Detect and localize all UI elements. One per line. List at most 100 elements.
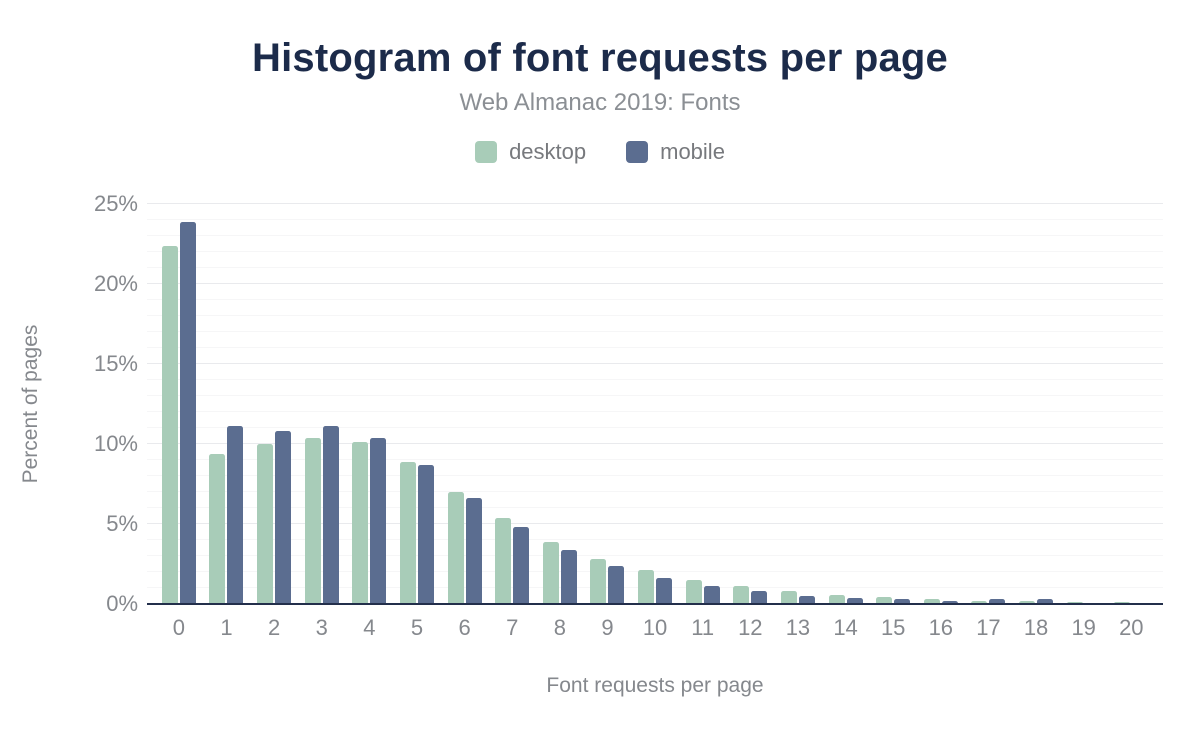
- bar-group: 10: [631, 204, 679, 640]
- bar-mobile-11[interactable]: [703, 586, 720, 604]
- gridline-minor: [147, 267, 1163, 268]
- gridline-minor: [147, 235, 1163, 236]
- bar-mobile-0[interactable]: [179, 221, 196, 604]
- bar-desktop-1[interactable]: [209, 453, 226, 604]
- bar-desktop-14[interactable]: [828, 595, 845, 604]
- y-tick-label: 20%: [93, 271, 138, 296]
- x-tick-label: 1: [220, 615, 233, 640]
- x-tick-label: 6: [458, 615, 471, 640]
- legend-item-desktop[interactable]: desktop: [475, 139, 586, 165]
- bar-group: 17: [965, 204, 1013, 640]
- x-tick-label: 8: [553, 615, 566, 640]
- bar-group: 8: [536, 204, 584, 640]
- chart-title: Histogram of font requests per page: [252, 36, 948, 80]
- bar-desktop-6[interactable]: [447, 492, 464, 604]
- x-tick-label: 2: [267, 615, 281, 640]
- gridline-minor: [147, 251, 1163, 252]
- x-tick-label: 19: [1071, 615, 1096, 640]
- x-tick-label: 15: [880, 615, 906, 640]
- gridline-minor: [147, 507, 1163, 508]
- bar-mobile-3[interactable]: [322, 426, 339, 604]
- bar-mobile-10[interactable]: [656, 578, 673, 604]
- bar-desktop-5[interactable]: [399, 461, 416, 604]
- bar-mobile-1[interactable]: [227, 426, 244, 604]
- bar-desktop-9[interactable]: [590, 559, 607, 604]
- bar-group: 18: [1012, 204, 1060, 640]
- gridline-minor: [147, 395, 1163, 396]
- gridline-major: [147, 363, 1163, 364]
- bar-group: 7: [488, 204, 536, 640]
- gridline-major: [147, 203, 1163, 204]
- gridline-minor: [147, 331, 1163, 332]
- legend-label-desktop: desktop: [509, 139, 587, 164]
- legend-item-mobile[interactable]: mobile: [626, 139, 725, 165]
- x-tick-label: 0: [172, 615, 185, 640]
- y-tick-label: 5%: [106, 511, 138, 536]
- bar-group: 16: [917, 204, 965, 640]
- bar-desktop-2[interactable]: [257, 444, 274, 604]
- bar-group: 12: [727, 204, 775, 640]
- bar-mobile-17[interactable]: [989, 599, 1006, 604]
- bar-group: 9: [584, 204, 632, 640]
- gridline-minor: [147, 459, 1163, 460]
- bar-group: 11: [679, 204, 727, 640]
- gridline-major: [147, 283, 1163, 284]
- bar-desktop-3[interactable]: [304, 437, 321, 604]
- bar-desktop-7[interactable]: [495, 517, 512, 604]
- bar-group: 6: [441, 204, 489, 640]
- bar-desktop-18[interactable]: [1019, 600, 1036, 604]
- bar-group: 0: [155, 204, 203, 640]
- gridline-major: [147, 523, 1163, 524]
- bar-mobile-16[interactable]: [941, 600, 958, 604]
- bar-mobile-13[interactable]: [798, 596, 815, 604]
- legend-label-mobile: mobile: [660, 139, 725, 164]
- bar-desktop-11[interactable]: [685, 580, 702, 604]
- bar-desktop-16[interactable]: [923, 599, 940, 604]
- y-tick-label: 10%: [93, 431, 138, 456]
- bar-mobile-7[interactable]: [513, 527, 530, 604]
- gridline-minor: [147, 491, 1163, 492]
- bar-group: 3: [298, 204, 346, 640]
- bar-desktop-0[interactable]: [161, 245, 178, 604]
- x-axis-title: Font requests per page: [546, 674, 764, 697]
- gridline-minor: [147, 379, 1163, 380]
- bar-desktop-15[interactable]: [876, 596, 893, 604]
- bar-desktop-17[interactable]: [971, 600, 988, 604]
- x-tick-label: 10: [642, 615, 668, 640]
- bar-mobile-9[interactable]: [608, 565, 625, 604]
- bar-mobile-18[interactable]: [1037, 599, 1054, 604]
- bar-mobile-4[interactable]: [370, 437, 387, 604]
- legend: desktop mobile: [0, 139, 1200, 165]
- bar-mobile-15[interactable]: [894, 599, 911, 604]
- gridline-minor: [147, 587, 1163, 588]
- bar-mobile-14[interactable]: [846, 597, 863, 604]
- bar-mobile-8[interactable]: [560, 549, 577, 604]
- bar-mobile-2[interactable]: [275, 431, 292, 604]
- y-axis-title: Percent of pages: [19, 324, 42, 484]
- bar-desktop-4[interactable]: [352, 442, 369, 604]
- x-tick-label: 16: [928, 615, 954, 640]
- bar-desktop-13[interactable]: [780, 591, 797, 604]
- bar-desktop-10[interactable]: [638, 570, 655, 604]
- y-tick-label: 25%: [93, 191, 138, 216]
- bar-desktop-8[interactable]: [542, 541, 559, 604]
- chart-subtitle: Web Almanac 2019: Fonts: [459, 89, 741, 116]
- bar-mobile-6[interactable]: [465, 498, 482, 604]
- bar-mobile-5[interactable]: [417, 464, 434, 604]
- y-axis-ticks: 0% 5% 10% 15% 20% 25%: [60, 193, 138, 615]
- x-tick-label: 13: [785, 615, 811, 640]
- gridline-minor: [147, 299, 1163, 300]
- bar-desktop-20[interactable]: [1114, 601, 1131, 604]
- mobile-swatch-icon: [626, 141, 649, 163]
- bar-desktop-19[interactable]: [1066, 601, 1083, 604]
- bar-group: 4: [346, 204, 394, 640]
- bar-group: 14: [822, 204, 870, 640]
- x-tick-label: 18: [1023, 615, 1049, 640]
- bar-desktop-12[interactable]: [733, 586, 750, 604]
- x-tick-label: 4: [363, 615, 376, 640]
- gridline-minor: [147, 315, 1163, 316]
- bar-mobile-12[interactable]: [751, 591, 768, 604]
- bar-group: 19: [1060, 204, 1108, 640]
- x-tick-label: 11: [691, 615, 715, 640]
